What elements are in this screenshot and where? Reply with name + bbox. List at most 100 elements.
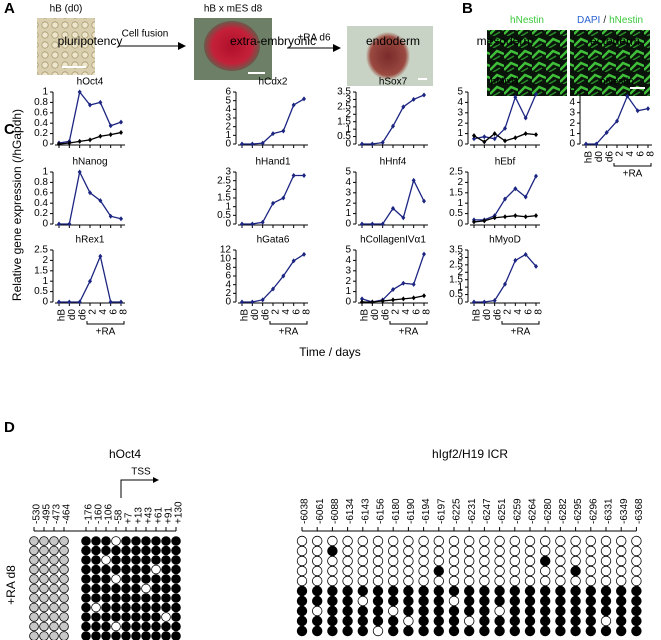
y-tick-label: 0 [225, 139, 231, 150]
y-tick-label: 2 [345, 198, 351, 209]
cpg-site [49, 583, 59, 594]
cpg-site [555, 625, 566, 637]
y-tick-label: 2 [225, 121, 231, 132]
cpg-site [59, 574, 69, 584]
point [523, 194, 528, 200]
cpg-site [296, 575, 308, 587]
y-tick-label: 3 [457, 252, 463, 263]
y-tick-label: 5 [457, 87, 463, 98]
point [584, 141, 588, 147]
cpg-site [29, 536, 39, 546]
y-tick-label: 2 [457, 118, 463, 129]
chart-title: hHand1 [255, 157, 290, 168]
point [380, 221, 385, 227]
cpg-site [161, 593, 171, 603]
cpg-site [342, 555, 353, 567]
cpg-site [372, 565, 384, 577]
point [119, 119, 123, 125]
cpg-site [540, 575, 551, 587]
cpg-site [555, 615, 566, 627]
group-header: mesoderm [477, 34, 534, 48]
cpg-site [418, 555, 429, 567]
cpg-site [388, 625, 399, 637]
y-tick-label: 4 [457, 97, 463, 108]
cpg-site [161, 602, 171, 613]
y-tick-label: 1 [345, 286, 351, 297]
cpg-site [570, 545, 581, 557]
caption-part: hNestin [510, 15, 544, 26]
y-tick-label: 0.8 [34, 97, 48, 108]
cpg-site [509, 555, 521, 567]
cpg-site [151, 583, 161, 594]
x-tick-label: 4 [98, 309, 109, 315]
photo-caption: hB x mES d8 [204, 4, 263, 15]
cpg-site [479, 605, 490, 617]
cpg-site [312, 555, 323, 567]
cpg-site [342, 595, 353, 607]
point [635, 108, 640, 114]
chart-title: hCdx2 [259, 77, 288, 88]
y-tick-label: 3.5 [449, 245, 463, 256]
cpg-site [372, 595, 384, 607]
cpg-site [631, 625, 642, 637]
cpg-site [121, 536, 131, 546]
position-label: +61 [154, 507, 165, 524]
charts: pluripotency extra-embryonic endoderm mesod… [10, 34, 656, 359]
y-tick-label: 6 [225, 271, 231, 282]
photo-caption: hNestin [510, 15, 544, 26]
y-tick-label: 0.5 [337, 131, 351, 142]
cpg-site [59, 602, 69, 613]
cpg-site [101, 621, 111, 632]
point [646, 106, 650, 112]
cpg-site [524, 595, 536, 607]
cpg-site [524, 545, 536, 557]
group-bracket [501, 321, 540, 325]
chart-title: hRex1 [76, 235, 105, 246]
cpg-site [342, 605, 353, 617]
point [503, 281, 507, 287]
position-label: -6225 [452, 498, 463, 524]
cpg-site [600, 625, 612, 637]
cpg-site [81, 583, 91, 594]
point [422, 293, 426, 299]
x-tick-label: d6 [604, 151, 615, 163]
position-label: -6134 [345, 498, 356, 524]
cpg-site [479, 615, 490, 627]
cpg-site [433, 545, 445, 557]
chart-title: hMixl1 [491, 77, 520, 88]
x-tick-label: 6 [411, 309, 422, 315]
cpg-site [39, 564, 49, 575]
cpg-site [327, 555, 338, 567]
cpg-site [312, 535, 323, 547]
point [77, 89, 82, 95]
cpg-site [81, 621, 91, 632]
cpg-site [631, 575, 642, 587]
x-tick-label: d0 [250, 309, 261, 321]
cpg-site [600, 605, 612, 617]
cpg-site [91, 593, 101, 603]
cpg-site [101, 612, 111, 622]
cpg-site [29, 593, 39, 603]
cpg-site [29, 545, 39, 556]
cpg-site [171, 545, 181, 556]
cpg-site [403, 595, 414, 607]
cpg-site [600, 545, 612, 557]
cpg-site [161, 545, 171, 556]
position-label: -6194 [421, 498, 432, 524]
y-tick-label: 3 [345, 265, 351, 276]
cpg-site [448, 605, 460, 617]
point [57, 141, 61, 147]
cpg-site [342, 535, 353, 547]
cpg-site [141, 621, 151, 632]
cpg-site [433, 565, 445, 577]
cpg-site [372, 545, 384, 557]
group-header: pluripotency [58, 34, 123, 48]
cpg-site [616, 535, 627, 547]
colony [204, 21, 260, 71]
cpg-site [570, 565, 581, 577]
y-tick-label: 2.5 [449, 167, 463, 178]
cpg-site [296, 595, 308, 607]
y-tick-label: 12 [220, 245, 232, 256]
point [472, 133, 476, 139]
